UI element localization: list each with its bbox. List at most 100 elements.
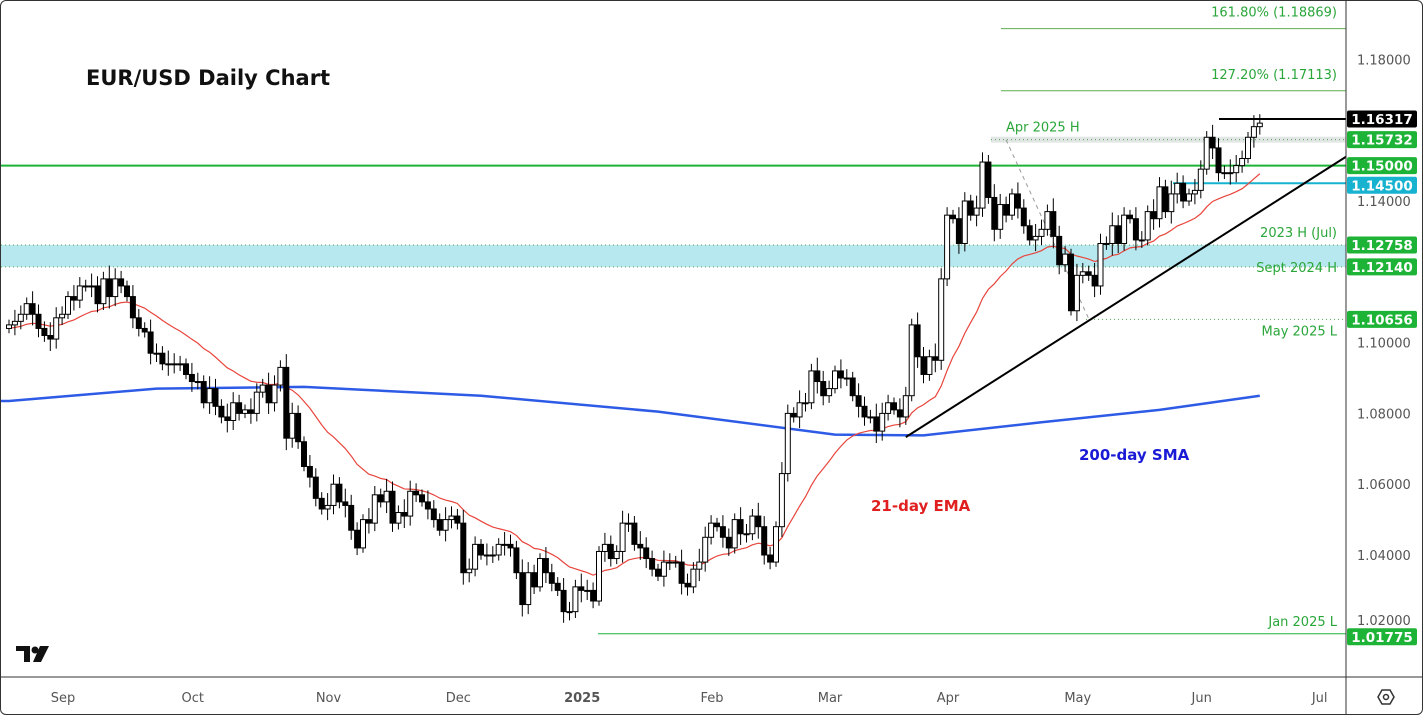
candle[interactable] bbox=[1144, 205, 1151, 246]
candle[interactable] bbox=[283, 354, 290, 451]
candle[interactable] bbox=[1038, 219, 1045, 246]
candle[interactable] bbox=[1180, 175, 1187, 209]
candle[interactable] bbox=[348, 494, 355, 540]
candle[interactable] bbox=[655, 563, 661, 582]
candle[interactable] bbox=[1115, 215, 1122, 254]
candle[interactable] bbox=[814, 357, 821, 394]
candle[interactable] bbox=[1121, 207, 1128, 251]
candle[interactable] bbox=[100, 271, 107, 311]
tradingview-logo[interactable] bbox=[16, 646, 49, 662]
candle[interactable] bbox=[1168, 180, 1175, 224]
candle[interactable] bbox=[761, 516, 768, 565]
candle[interactable] bbox=[832, 365, 838, 394]
candle[interactable] bbox=[306, 454, 313, 488]
candle[interactable] bbox=[714, 517, 720, 532]
candle[interactable] bbox=[991, 184, 998, 242]
candle[interactable] bbox=[29, 291, 36, 326]
candle[interactable] bbox=[879, 402, 886, 441]
candle[interactable] bbox=[448, 506, 455, 529]
candle[interactable] bbox=[584, 579, 591, 600]
candle[interactable] bbox=[442, 507, 449, 542]
candle[interactable] bbox=[419, 489, 425, 507]
candle[interactable] bbox=[1215, 138, 1222, 182]
candle[interactable] bbox=[460, 509, 467, 585]
candle[interactable] bbox=[902, 386, 909, 425]
candle[interactable] bbox=[554, 577, 561, 596]
candle[interactable] bbox=[1085, 265, 1092, 281]
candle[interactable] bbox=[896, 398, 903, 428]
candle[interactable] bbox=[672, 555, 679, 568]
candle[interactable] bbox=[725, 528, 732, 556]
candle[interactable] bbox=[572, 579, 579, 619]
candle[interactable] bbox=[177, 355, 184, 372]
candle[interactable] bbox=[666, 553, 673, 571]
time-axis[interactable]: Sep Oct Nov Dec 2025 Feb Mar Apr May Jun Jul bbox=[51, 691, 1328, 706]
candle[interactable] bbox=[112, 268, 119, 307]
candle[interactable] bbox=[784, 404, 791, 482]
candle[interactable] bbox=[59, 306, 66, 325]
candle[interactable] bbox=[82, 279, 89, 292]
candle[interactable] bbox=[147, 319, 154, 365]
candle[interactable] bbox=[1044, 204, 1051, 236]
candle[interactable] bbox=[1174, 172, 1181, 204]
candle[interactable] bbox=[873, 403, 880, 444]
candle[interactable] bbox=[401, 499, 408, 529]
candle[interactable] bbox=[837, 359, 844, 389]
candle[interactable] bbox=[537, 553, 543, 592]
candle[interactable] bbox=[472, 536, 479, 577]
candle[interactable] bbox=[625, 513, 632, 532]
candle[interactable] bbox=[324, 493, 331, 521]
candle[interactable] bbox=[365, 508, 372, 534]
candle[interactable] bbox=[277, 360, 284, 392]
price-axis[interactable]: 1.18000 1.14000 1.10000 1.08000 1.06000 1.040… bbox=[1357, 53, 1411, 628]
candle[interactable] bbox=[619, 510, 626, 563]
candle[interactable] bbox=[731, 513, 738, 554]
candle[interactable] bbox=[548, 563, 555, 592]
candle[interactable] bbox=[206, 376, 213, 414]
candle[interactable] bbox=[867, 409, 874, 424]
candle[interactable] bbox=[1032, 224, 1039, 252]
candle[interactable] bbox=[678, 549, 685, 595]
candle[interactable] bbox=[637, 531, 644, 560]
candle[interactable] bbox=[1020, 199, 1027, 234]
candle[interactable] bbox=[70, 285, 77, 311]
candle[interactable] bbox=[914, 312, 921, 368]
candle[interactable] bbox=[932, 343, 939, 373]
candle[interactable] bbox=[926, 349, 933, 381]
candle[interactable] bbox=[843, 369, 850, 386]
candle[interactable] bbox=[979, 152, 986, 217]
candle[interactable] bbox=[513, 540, 520, 580]
candle[interactable] bbox=[607, 535, 614, 567]
candle[interactable] bbox=[578, 573, 585, 603]
candle[interactable] bbox=[790, 407, 797, 423]
candle[interactable] bbox=[702, 526, 709, 572]
candle[interactable] bbox=[466, 558, 473, 583]
candle[interactable] bbox=[330, 474, 337, 515]
candle[interactable] bbox=[955, 207, 962, 254]
candle[interactable] bbox=[802, 393, 809, 412]
candle[interactable] bbox=[542, 547, 549, 584]
candle[interactable] bbox=[1097, 233, 1104, 295]
candle[interactable] bbox=[171, 353, 178, 374]
candle[interactable] bbox=[6, 319, 12, 334]
candle[interactable] bbox=[566, 601, 573, 621]
gear-icon[interactable] bbox=[1377, 689, 1395, 705]
candle[interactable] bbox=[495, 538, 502, 561]
candle[interactable] bbox=[1186, 188, 1192, 206]
candle[interactable] bbox=[295, 405, 302, 449]
candle[interactable] bbox=[1221, 165, 1228, 180]
candle[interactable] bbox=[967, 194, 974, 221]
candle[interactable] bbox=[1073, 263, 1080, 322]
candle[interactable] bbox=[749, 508, 756, 541]
candle[interactable] bbox=[35, 304, 42, 338]
candle[interactable] bbox=[53, 307, 60, 349]
candle[interactable] bbox=[247, 398, 254, 424]
candle[interactable] bbox=[188, 362, 195, 392]
candle[interactable] bbox=[1103, 236, 1110, 250]
candle[interactable] bbox=[885, 394, 892, 421]
candle[interactable] bbox=[531, 564, 538, 595]
candle[interactable] bbox=[643, 537, 650, 569]
candle[interactable] bbox=[696, 548, 703, 582]
candle[interactable] bbox=[649, 550, 656, 577]
candle[interactable] bbox=[1150, 199, 1157, 230]
